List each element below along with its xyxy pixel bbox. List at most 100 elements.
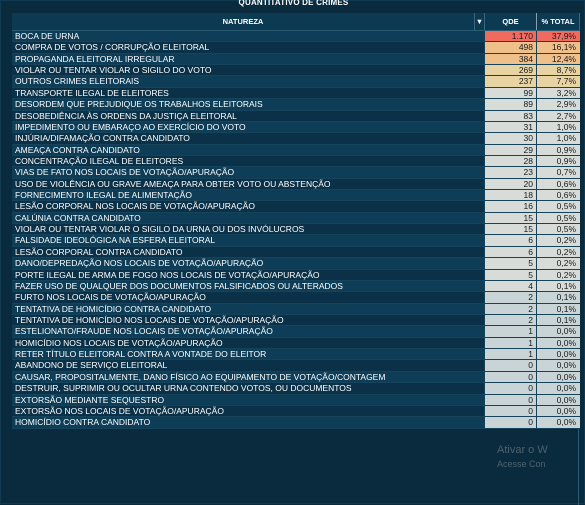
cell-qde: 5	[485, 258, 537, 269]
cell-natureza: ESTELIONATO/FRAUDE NOS LOCAIS DE VOTAÇÃO…	[12, 326, 485, 337]
cell-pct-total: 0,1%	[537, 292, 580, 303]
cell-natureza: FURTO NOS LOCAIS DE VOTAÇÃO/APURAÇÃO	[12, 292, 485, 303]
cell-qde: 0	[485, 383, 537, 394]
cell-pct-total: 0,0%	[537, 417, 580, 428]
cell-natureza: CAUSAR, PROPOSITALMENTE, DANO FÍSICO AO …	[12, 371, 485, 383]
cell-pct-total: 0,9%	[537, 144, 580, 155]
table-row[interactable]: ESTELIONATO/FRAUDE NOS LOCAIS DE VOTAÇÃO…	[12, 326, 580, 338]
column-header-pct-total[interactable]: % TOTAL	[537, 13, 580, 30]
table-row[interactable]: CAUSAR, PROPOSITALMENTE, DANO FÍSICO AO …	[12, 371, 580, 384]
table-row[interactable]: EXTORSÃO MEDIANTE SEQUESTRO 0 0,0%	[12, 394, 580, 406]
table-row[interactable]: ABANDONO DE SERVIÇO ELEITORAL 0 0,0%	[12, 360, 580, 372]
cell-pct-total: 1,0%	[537, 133, 580, 144]
table-row[interactable]: LESÃO CORPORAL NOS LOCAIS DE VOTAÇÃO/APU…	[12, 201, 580, 213]
cell-pct-total: 0,5%	[537, 212, 580, 224]
cell-pct-total: 0,0%	[537, 360, 580, 371]
cell-pct-total: 12,4%	[537, 53, 580, 65]
table-row[interactable]: FALSIDADE IDEOLÓGICA NA ESFERA ELEITORAL…	[12, 235, 580, 247]
table-row[interactable]: EXTORSÃO NOS LOCAIS DE VOTAÇÃO/APURAÇÃO 0…	[12, 405, 580, 418]
table-row[interactable]: DANO/DEPREDAÇÃO NOS LOCAIS DE VOTAÇÃO/AP…	[12, 258, 580, 270]
cell-pct-total: 0,2%	[537, 246, 580, 258]
cell-qde: 5	[485, 269, 537, 280]
cell-qde: 2	[485, 314, 537, 326]
table-row[interactable]: BOCA DE URNA 1.170 37,9%	[12, 31, 580, 43]
sort-desc-icon[interactable]: ▼	[475, 13, 485, 30]
cell-pct-total: 2,7%	[537, 110, 580, 121]
table-row[interactable]: DESTRUIR, SUPRIMIR OU OCULTAR URNA CONTE…	[12, 383, 580, 395]
table-row[interactable]: COMPRA DE VOTOS / CORRUPÇÃO ELEITORAL 498…	[12, 42, 580, 54]
cell-natureza: OUTROS CRIMES ELEITORAIS	[12, 76, 485, 87]
table-row[interactable]: DESORDEM QUE PREJUDIQUE OS TRABALHOS ELE…	[12, 99, 580, 111]
table-row[interactable]: IMPEDIMENTO OU EMBARAÇO AO EXERCÍCIO DO …	[12, 121, 580, 134]
cell-pct-total: 0,1%	[537, 303, 580, 314]
cell-natureza: TENTATIVA DE HOMICÍDIO NOS LOCAIS DE VOT…	[12, 314, 485, 326]
table-row[interactable]: LESÃO CORPORAL CONTRA CANDIDATO 6 0,2%	[12, 246, 580, 259]
cell-natureza: PROPAGANDA ELEITORAL IRREGULAR	[12, 53, 485, 65]
cell-pct-total: 37,9%	[537, 31, 580, 42]
table-row[interactable]: INJÚRIA/DIFAMAÇÃO CONTRA CANDIDATO 30 1,0%	[12, 133, 580, 145]
table-row[interactable]: VIAS DE FATO NOS LOCAIS DE VOTAÇÃO/APURA…	[12, 167, 580, 179]
cell-pct-total: 0,0%	[537, 337, 580, 349]
cell-qde: 23	[485, 167, 537, 178]
table-row[interactable]: PORTE ILEGAL DE ARMA DE FOGO NOS LOCAIS …	[12, 269, 580, 281]
table-row[interactable]: FURTO NOS LOCAIS DE VOTAÇÃO/APURAÇÃO 2 0,1…	[12, 292, 580, 304]
table-row[interactable]: TENTATIVA DE HOMICÍDIO CONTRA CANDIDATO 2…	[12, 303, 580, 315]
table-row[interactable]: HOMICÍDIO CONTRA CANDIDATO 0 0,0%	[12, 417, 580, 429]
table-row[interactable]: TRANSPORTE ILEGAL DE ELEITORES 99 3,2%	[12, 87, 580, 100]
table-row[interactable]: PROPAGANDA ELEITORAL IRREGULAR 384 12,4%	[12, 53, 580, 66]
cell-pct-total: 0,0%	[537, 371, 580, 383]
table-header: NATUREZA ▼ QDE % TOTAL	[12, 13, 580, 31]
cell-natureza: RETER TÍTULO ELEITORAL CONTRA A VONTADE …	[12, 349, 485, 360]
cell-pct-total: 0,6%	[537, 190, 580, 201]
table-row[interactable]: VIOLAR OU TENTAR VIOLAR O SIGILO DO VOTO…	[12, 65, 580, 77]
cell-pct-total: 0,1%	[537, 280, 580, 292]
cell-natureza: PORTE ILEGAL DE ARMA DE FOGO NOS LOCAIS …	[12, 269, 485, 280]
cell-pct-total: 0,0%	[537, 394, 580, 405]
cell-pct-total: 0,0%	[537, 383, 580, 394]
cell-pct-total: 0,6%	[537, 178, 580, 190]
column-header-natureza[interactable]: NATUREZA	[12, 13, 475, 30]
table-row[interactable]: FORNECIMENTO ILEGAL DE ALIMENTAÇÃO 18 0,6%	[12, 190, 580, 202]
cell-qde: 2	[485, 303, 537, 314]
cell-natureza: DESORDEM QUE PREJUDIQUE OS TRABALHOS ELE…	[12, 99, 485, 110]
table-row[interactable]: OUTROS CRIMES ELEITORAIS 237 7,7%	[12, 76, 580, 88]
windows-activation-watermark: Ativar o W Acesse Con	[497, 443, 548, 471]
table-row[interactable]: TENTATIVA DE HOMICÍDIO NOS LOCAIS DE VOT…	[12, 314, 580, 327]
cell-natureza: EXTORSÃO NOS LOCAIS DE VOTAÇÃO/APURAÇÃO	[12, 405, 485, 417]
table-row[interactable]: CONCENTRAÇÃO ILEGAL DE ELEITORES 28 0,9%	[12, 155, 580, 168]
cell-qde: 6	[485, 246, 537, 258]
cell-natureza: VIOLAR OU TENTAR VIOLAR O SIGILO DA URNA…	[12, 224, 485, 235]
table-row[interactable]: AMEAÇA CONTRA CANDIDATO 29 0,9%	[12, 144, 580, 156]
table-body: BOCA DE URNA 1.170 37,9% COMPRA DE VOTOS / …	[12, 31, 580, 429]
cell-qde: 384	[485, 53, 537, 65]
table-row[interactable]: CALÚNIA CONTRA CANDIDATO 15 0,5%	[12, 212, 580, 225]
cell-natureza: ABANDONO DE SERVIÇO ELEITORAL	[12, 360, 485, 371]
cell-natureza: IMPEDIMENTO OU EMBARAÇO AO EXERCÍCIO DO …	[12, 121, 485, 133]
table-row[interactable]: FAZER USO DE QUALQUER DOS DOCUMENTOS FAL…	[12, 280, 580, 293]
cell-qde: 20	[485, 178, 537, 190]
cell-qde: 18	[485, 190, 537, 201]
cell-pct-total: 0,5%	[537, 224, 580, 235]
column-header-qde[interactable]: QDE	[485, 13, 537, 30]
cell-qde: 1.170	[485, 31, 537, 42]
cell-qde: 15	[485, 224, 537, 235]
cell-qde: 4	[485, 280, 537, 292]
watermark-line-1: Ativar o W	[497, 444, 548, 456]
table-row[interactable]: RETER TÍTULO ELEITORAL CONTRA A VONTADE …	[12, 349, 580, 361]
cell-natureza: FORNECIMENTO ILEGAL DE ALIMENTAÇÃO	[12, 190, 485, 201]
cell-pct-total: 2,9%	[537, 99, 580, 110]
table-row[interactable]: DESOBEDIÊNCIA ÀS ORDENS DA JUSTIÇA ELEIT…	[12, 110, 580, 122]
cell-pct-total: 0,2%	[537, 258, 580, 269]
table-row[interactable]: VIOLAR OU TENTAR VIOLAR O SIGILO DA URNA…	[12, 224, 580, 236]
cell-natureza: LESÃO CORPORAL CONTRA CANDIDATO	[12, 246, 485, 258]
table-row[interactable]: HOMICÍDIO NOS LOCAIS DE VOTAÇÃO/APURAÇÃO…	[12, 337, 580, 350]
cell-pct-total: 0,0%	[537, 326, 580, 337]
table-row[interactable]: USO DE VIOLÊNCIA OU GRAVE AMEAÇA PARA OB…	[12, 178, 580, 191]
cell-natureza: INJÚRIA/DIFAMAÇÃO CONTRA CANDIDATO	[12, 133, 485, 144]
cell-pct-total: 0,0%	[537, 349, 580, 360]
cell-pct-total: 8,7%	[537, 65, 580, 76]
cell-qde: 0	[485, 405, 537, 417]
cell-qde: 29	[485, 144, 537, 155]
cell-pct-total: 16,1%	[537, 42, 580, 53]
